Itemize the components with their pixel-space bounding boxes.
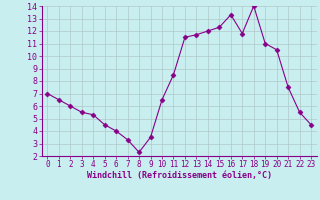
X-axis label: Windchill (Refroidissement éolien,°C): Windchill (Refroidissement éolien,°C)	[87, 171, 272, 180]
